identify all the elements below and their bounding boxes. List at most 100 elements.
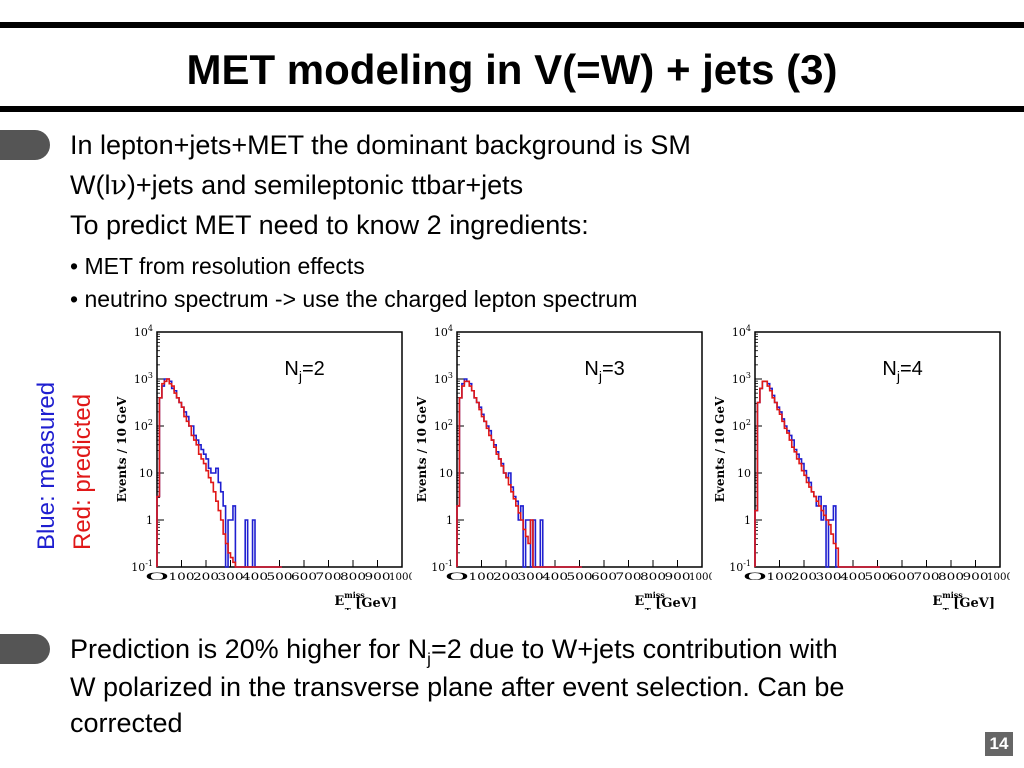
- x-tick-label: 0: [444, 571, 470, 583]
- legend-predicted: Red: predicted: [69, 394, 96, 550]
- y-tick-base: 10: [431, 561, 445, 574]
- y-tick-label: 1: [744, 514, 751, 527]
- x-axis-label-part: E: [334, 594, 344, 609]
- y-tick-label: 102: [434, 418, 453, 433]
- jet-label-part: =2: [302, 358, 325, 380]
- x-axis-label: EmissT [GeV]: [932, 590, 995, 610]
- jet-label-part: =3: [602, 358, 625, 380]
- y-tick-base: 10: [134, 326, 148, 339]
- x-tick-label: 0: [742, 571, 768, 583]
- bullet-marker-intro: [0, 130, 50, 160]
- y-tick-label: 1: [446, 514, 453, 527]
- y-tick-base: 1: [446, 514, 453, 527]
- x-tick-label: 700: [616, 571, 642, 583]
- slide-title: MET modeling in V(=W) + jets (3): [186, 46, 838, 93]
- x-tick-label: 300: [218, 571, 244, 583]
- x-tick-label: 1000: [389, 571, 412, 583]
- intro-line-3: To predict MET need to know 2 ingredient…: [70, 210, 589, 240]
- x-tick-label: 100: [169, 571, 195, 583]
- y-tick-base: 10: [434, 373, 448, 386]
- top-rule: [0, 22, 1024, 28]
- x-tick-label: 700: [914, 571, 940, 583]
- y-tick-exponent: 3: [448, 371, 453, 380]
- color-legend: Blue: measured Red: predicted: [33, 355, 104, 555]
- y-tick-base: 10: [134, 373, 148, 386]
- y-tick-base: 1: [744, 514, 751, 527]
- x-tick-label: 0: [144, 571, 170, 583]
- x-tick-label: 1000: [987, 571, 1010, 583]
- x-tick-label: 900: [963, 571, 989, 583]
- x-tick-label: 900: [665, 571, 691, 583]
- y-tick-base: 10: [439, 467, 453, 480]
- plot-frame: [156, 331, 403, 568]
- y-tick-label: 104: [134, 324, 153, 339]
- sub-item-neutrino: • neutrino spectrum -> use the charged l…: [70, 286, 638, 312]
- y-tick-base: 10: [729, 561, 743, 574]
- y-tick-label: 104: [732, 324, 751, 339]
- y-tick-label: 103: [434, 371, 453, 386]
- jet-label-part: N: [584, 358, 598, 380]
- y-tick-exponent: 2: [746, 418, 751, 427]
- y-tick-label: 10-1: [131, 559, 153, 574]
- x-axis-label-part: [GeV]: [651, 596, 697, 610]
- y-tick-exponent: -1: [445, 559, 453, 568]
- x-tick-label: 300: [518, 571, 544, 583]
- intro-line-2-post: )+jets and semileptonic ttbar+jets: [126, 170, 524, 200]
- y-tick-label: 10-1: [431, 559, 453, 574]
- y-tick-label: 10: [439, 467, 453, 480]
- plot-nj4-svg: 10-1110102103104010020030040050060070080…: [713, 324, 1013, 616]
- jet-multiplicity-label: Nj=4: [882, 358, 922, 384]
- y-tick-label: 10: [139, 467, 153, 480]
- x-tick-label: 400: [840, 571, 866, 583]
- y-tick-base: 10: [732, 420, 746, 433]
- y-tick-label: 1: [146, 514, 153, 527]
- page-number: 14: [985, 732, 1013, 756]
- plot-nj3: 10-1 1 10 102 103 104 0 100 200 300 400 500 600 700 80…: [412, 320, 715, 616]
- series-measured: [456, 378, 582, 568]
- x-tick-label: 1000: [689, 571, 712, 583]
- x-axis-label-part: E: [634, 594, 644, 609]
- intro-line-2-pre: W(l: [70, 170, 111, 200]
- y-tick-base: 10: [134, 420, 148, 433]
- conclusion-line-1-sub: j: [427, 649, 431, 669]
- jet-multiplicity-label: Nj=3: [584, 358, 624, 384]
- x-tick-label: 700: [316, 571, 342, 583]
- x-tick-label: 800: [938, 571, 964, 583]
- sub-item-resolution: • MET from resolution effects: [70, 253, 365, 279]
- x-axis-label-part: E: [932, 594, 942, 609]
- y-tick-base: 1: [146, 514, 153, 527]
- conclusion-line-1-pre: Prediction is 20% higher for N: [70, 634, 428, 664]
- x-axis-label-part: miss: [942, 590, 963, 600]
- y-tick-base: 10: [732, 326, 746, 339]
- jet-label-part: j: [298, 368, 302, 384]
- plot-frame: [754, 331, 1001, 568]
- series-measured: [754, 380, 880, 568]
- x-tick-label: 500: [567, 571, 593, 583]
- x-tick-label: 100: [767, 571, 793, 583]
- y-tick-base: 10: [434, 420, 448, 433]
- y-tick-exponent: 4: [148, 324, 153, 333]
- y-tick-base: 10: [139, 467, 153, 480]
- jet-label-part: N: [284, 358, 298, 380]
- y-axis-label: Events / 10 GeV: [115, 396, 129, 502]
- y-axis-label: Events / 10 GeV: [415, 396, 429, 502]
- conclusion-line-1-post: =2 due to W+jets contribution with: [430, 634, 838, 664]
- x-axis-label: EmissT [GeV]: [334, 590, 397, 610]
- x-axis-label-part: [GeV]: [949, 596, 995, 610]
- plot-nj2: 10-1 1 10 102 103 104 0 100 200 300 400 500 600 700 80…: [112, 320, 415, 616]
- conclusion-line-1: Prediction is 20% higher for Nj=2 due to…: [70, 632, 838, 676]
- bullet-marker-conclusion: [0, 634, 50, 664]
- jet-label-part: N: [882, 358, 896, 380]
- jet-label-part: j: [598, 368, 602, 384]
- x-tick-label: 600: [591, 571, 617, 583]
- x-tick-label: 600: [889, 571, 915, 583]
- y-tick-exponent: -1: [145, 559, 153, 568]
- y-tick-exponent: -1: [743, 559, 751, 568]
- x-tick-label: 200: [791, 571, 817, 583]
- series-predicted: [456, 380, 582, 568]
- x-tick-label: 800: [640, 571, 666, 583]
- x-tick-label: 500: [865, 571, 891, 583]
- y-tick-label: 102: [134, 418, 153, 433]
- x-tick-label: 800: [340, 571, 366, 583]
- jet-label-part: j: [896, 368, 900, 384]
